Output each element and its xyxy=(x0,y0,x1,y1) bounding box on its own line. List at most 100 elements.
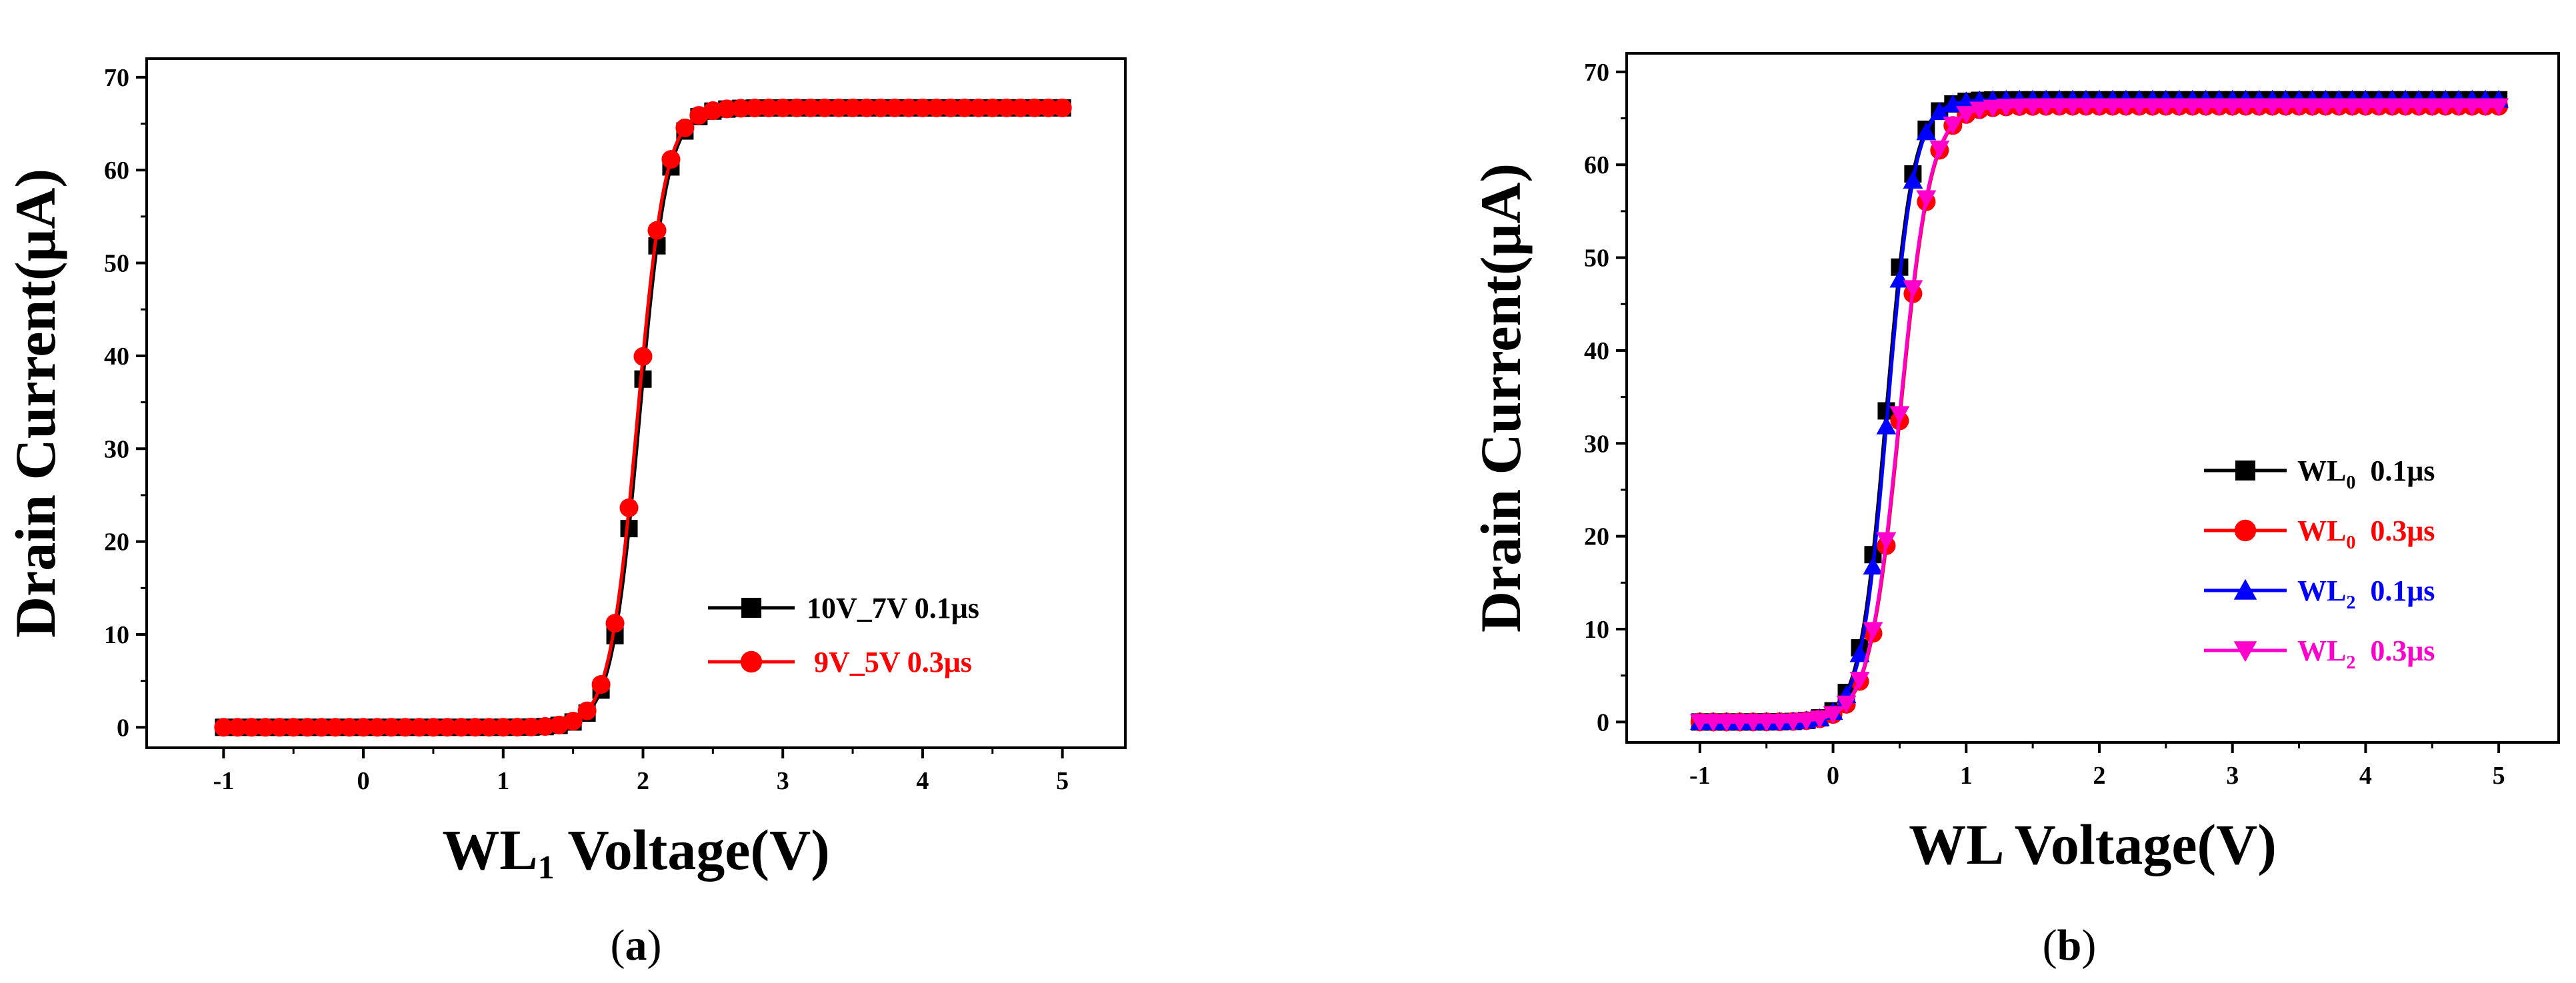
data-point xyxy=(801,98,821,117)
data-point xyxy=(2076,98,2096,117)
data-point xyxy=(409,718,429,737)
data-point xyxy=(2355,98,2376,117)
data-point xyxy=(451,718,471,737)
legend-item: WL0 0.3μs xyxy=(2204,514,2435,553)
data-point xyxy=(2382,98,2403,117)
x-tick-label: 5 xyxy=(2493,762,2505,790)
data-point xyxy=(284,718,303,737)
x-axis-label: WL Voltage(V) xyxy=(1909,812,2277,876)
data-point xyxy=(913,98,932,117)
data-point xyxy=(759,98,779,117)
data-point xyxy=(787,98,807,117)
data-point xyxy=(1903,280,1923,299)
data-point xyxy=(773,98,793,117)
data-point xyxy=(1863,622,1883,640)
y-tick-label: 60 xyxy=(104,157,129,185)
legend-label: WL2 0.1μs xyxy=(2297,574,2435,613)
data-point xyxy=(1836,695,1857,714)
data-point xyxy=(2395,98,2416,117)
data-point xyxy=(381,718,401,737)
data-point xyxy=(2023,98,2043,117)
data-point xyxy=(1053,98,1072,117)
data-point xyxy=(647,221,667,240)
data-point xyxy=(1729,714,1750,732)
x-tick-label: 5 xyxy=(1056,767,1069,795)
data-point xyxy=(605,614,625,633)
data-point xyxy=(2435,98,2456,117)
series-line xyxy=(1699,98,2499,724)
x-tick-label: 1 xyxy=(1960,762,1973,790)
legend-label: WL0 0.3μs xyxy=(2297,514,2435,553)
legend-marker xyxy=(2234,519,2257,542)
data-point xyxy=(2129,98,2149,117)
data-point xyxy=(591,675,611,694)
data-point xyxy=(1996,99,2017,117)
legend-item: WL0 0.1μs xyxy=(2204,455,2435,493)
data-point xyxy=(1011,98,1030,117)
data-point xyxy=(2049,98,2070,117)
x-axis-label: WL1 Voltage(V) xyxy=(442,818,830,886)
data-point xyxy=(1916,190,1937,209)
y-tick-label: 70 xyxy=(104,64,129,92)
legend-marker xyxy=(2233,578,2257,600)
data-point xyxy=(899,98,918,117)
data-point xyxy=(2063,98,2083,117)
data-point xyxy=(2262,98,2283,117)
data-point xyxy=(312,718,331,737)
data-point xyxy=(1756,714,1777,732)
data-point xyxy=(437,718,457,737)
data-point xyxy=(326,718,345,737)
data-point xyxy=(1823,706,1843,724)
data-point xyxy=(1689,714,1710,732)
plot-area xyxy=(214,98,1072,737)
legend-label: 9V_5V 0.3μs xyxy=(807,646,972,678)
x-tick-label: 3 xyxy=(2226,762,2239,790)
legend: 10V_7V 0.1μs 9V_5V 0.3μs xyxy=(708,592,979,678)
y-tick-label: 50 xyxy=(1584,245,1609,273)
x-tick-label: 2 xyxy=(2093,762,2105,790)
data-point xyxy=(2009,98,2030,117)
legend-marker xyxy=(2235,461,2255,481)
data-point xyxy=(2275,98,2296,117)
data-point xyxy=(2142,98,2163,117)
data-point xyxy=(507,718,527,737)
data-point xyxy=(1889,406,1910,425)
data-point xyxy=(731,99,751,118)
data-point xyxy=(2329,98,2349,117)
data-point xyxy=(563,712,583,731)
data-point xyxy=(1943,117,1963,135)
data-point xyxy=(1716,714,1737,732)
data-point xyxy=(1929,140,1950,159)
data-point xyxy=(1025,98,1044,117)
data-point xyxy=(2342,98,2363,117)
data-point xyxy=(270,718,289,737)
data-point xyxy=(2249,98,2269,117)
data-point xyxy=(423,718,443,737)
data-point xyxy=(941,98,960,117)
data-point xyxy=(1796,712,1817,731)
x-tick-label: -1 xyxy=(213,767,235,795)
y-tick-label: 40 xyxy=(1584,337,1609,365)
y-tick-label: 60 xyxy=(1584,151,1609,179)
legend-label: WL0 0.1μs xyxy=(2297,455,2435,493)
data-point xyxy=(214,718,233,737)
series-2 xyxy=(214,98,1072,737)
data-point xyxy=(1769,714,1790,732)
data-point xyxy=(619,498,639,518)
data-point xyxy=(1876,532,1897,550)
data-point xyxy=(969,98,988,117)
data-point xyxy=(717,99,737,119)
data-point xyxy=(2195,98,2216,117)
legend-marker xyxy=(740,650,763,673)
y-tick-label: 0 xyxy=(117,714,129,742)
series-line xyxy=(1699,104,2499,724)
panel-caption: (b) xyxy=(2043,921,2097,970)
series-line xyxy=(223,106,1063,729)
data-point xyxy=(2462,98,2483,117)
data-point xyxy=(1956,91,1977,110)
data-point xyxy=(2235,98,2256,117)
data-point xyxy=(1849,672,1870,690)
data-point xyxy=(2422,98,2443,117)
